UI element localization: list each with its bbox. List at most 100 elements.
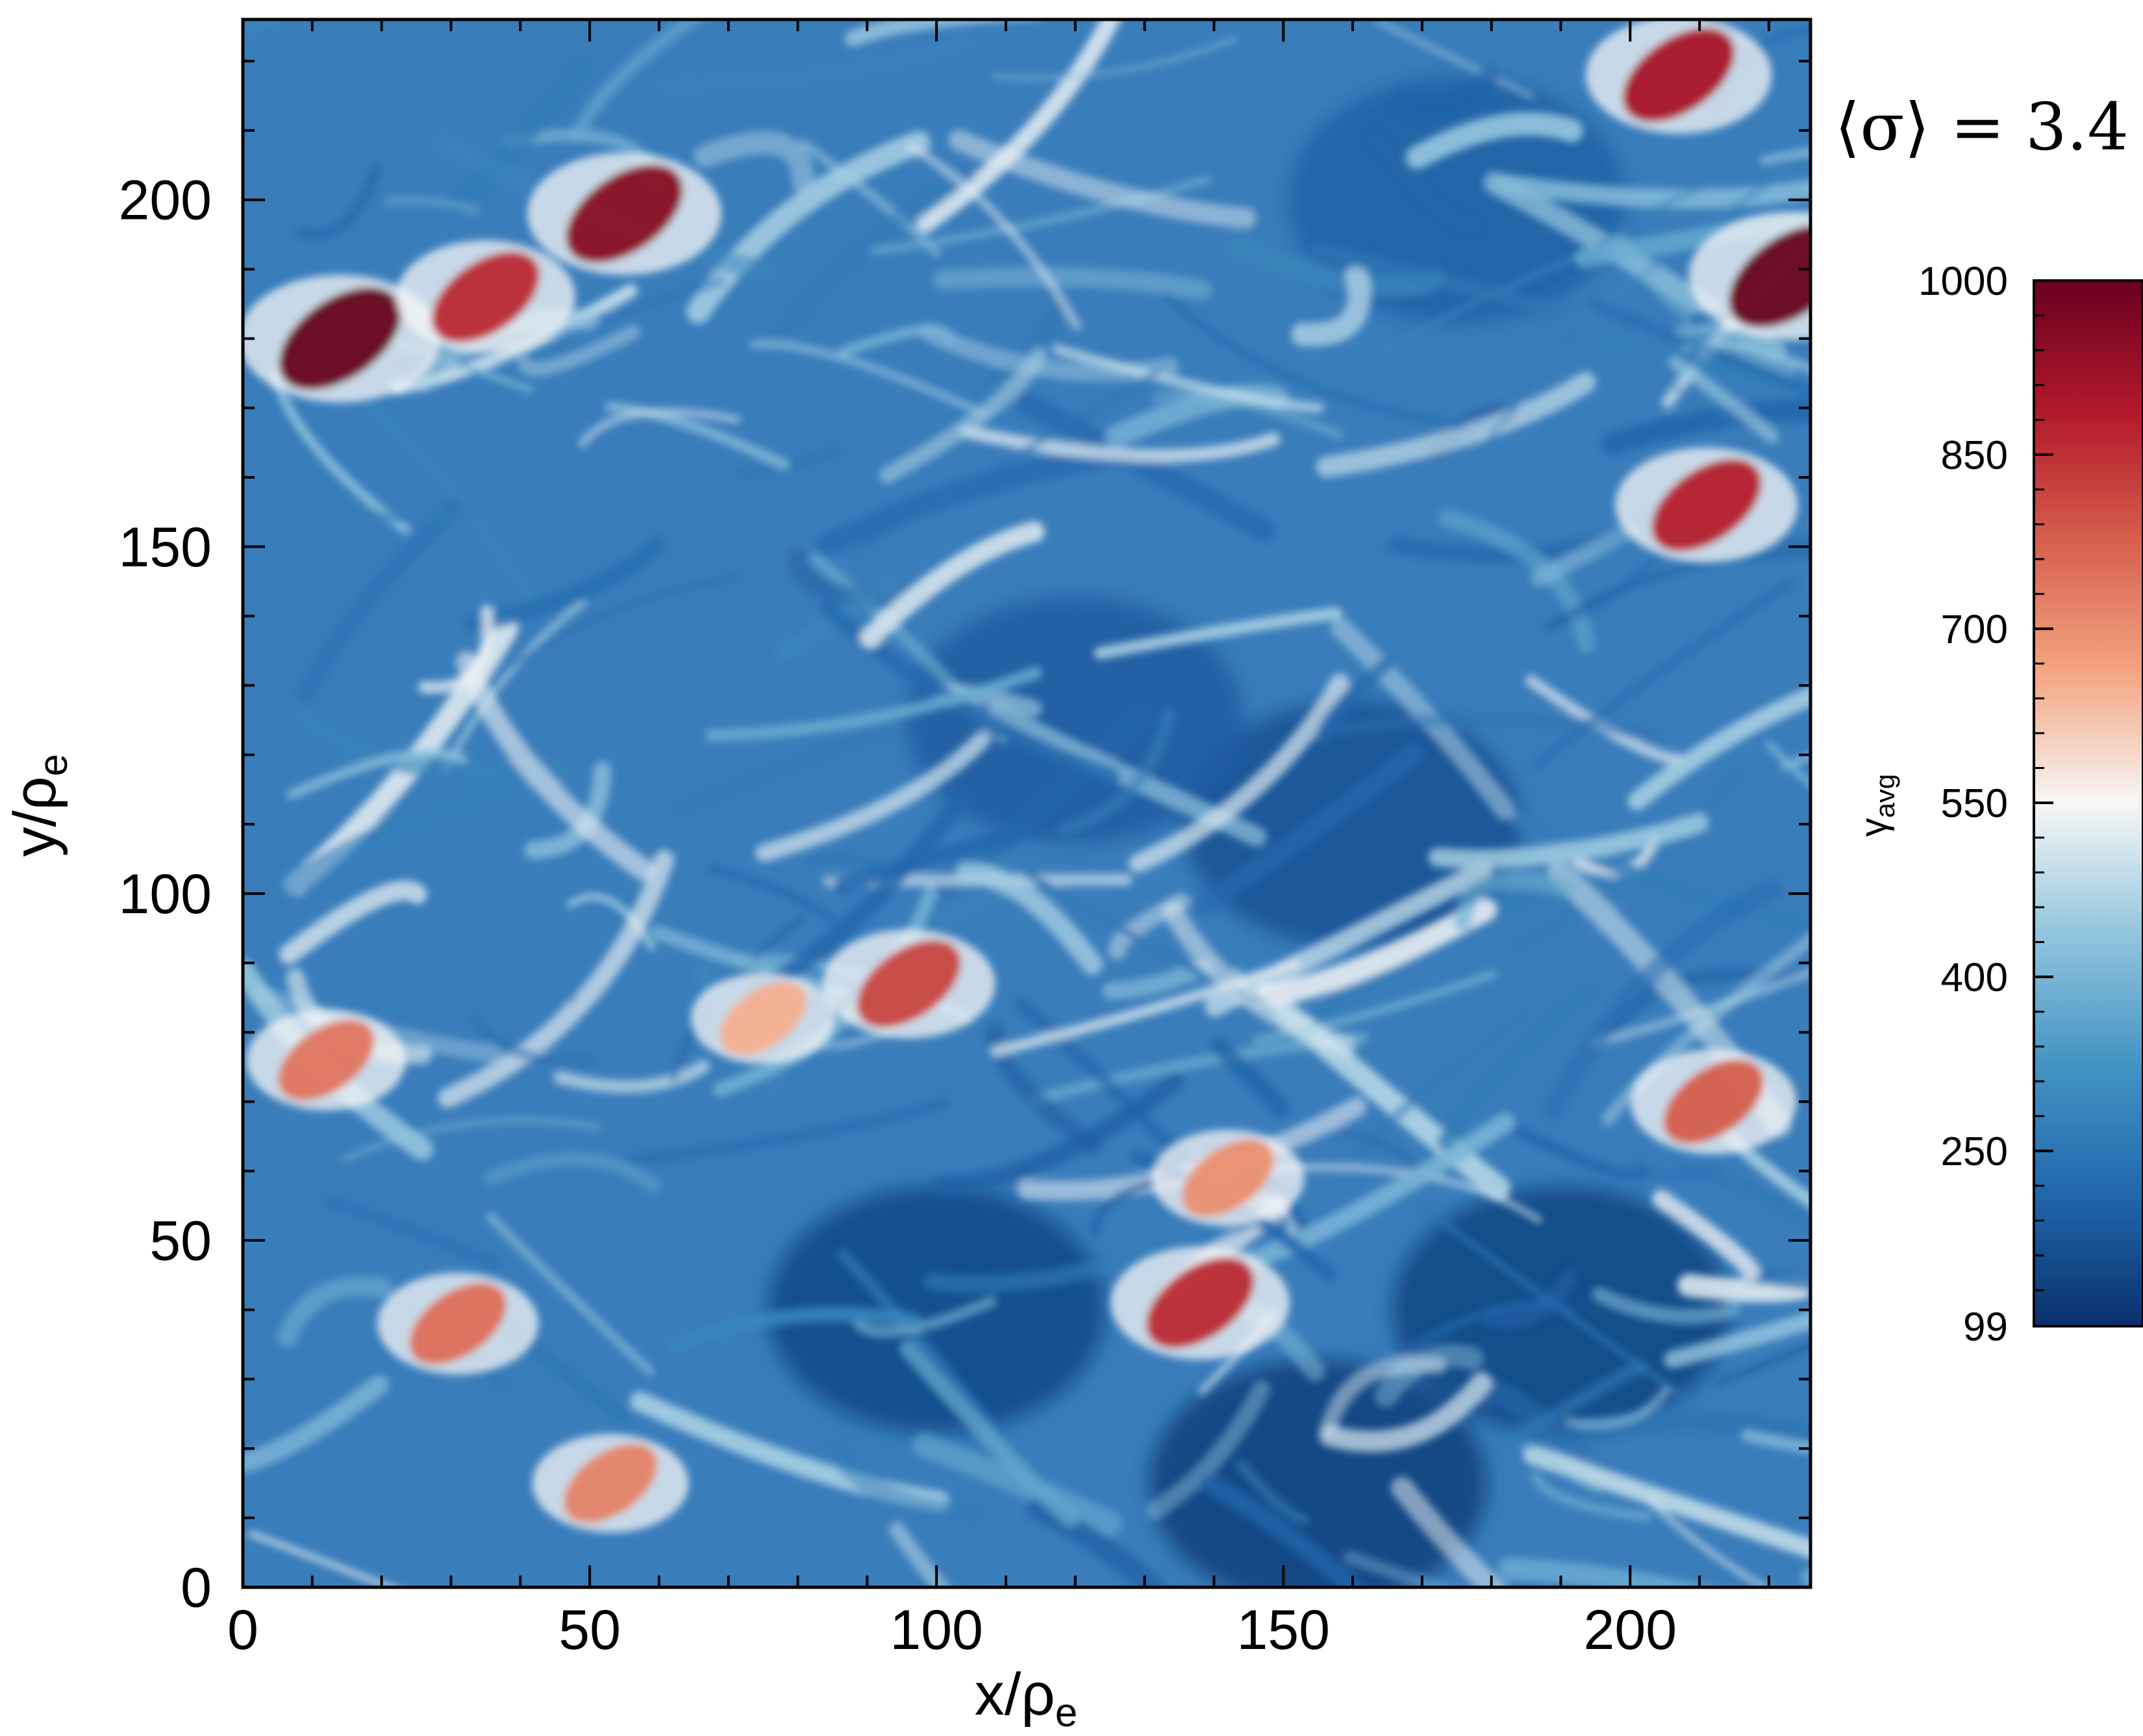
filament-streak [342, 1116, 601, 1162]
filament-streak [349, 491, 538, 524]
filament-streak [1320, 712, 1666, 745]
filament-streak [1592, 1287, 1741, 1324]
filament-streak [455, 651, 655, 881]
filament-streak [1129, 673, 1349, 873]
filament-streak [1677, 1274, 1811, 1303]
filament-streak [1253, 970, 1498, 1044]
filament-streak [1238, 1113, 1515, 1272]
hotspot [563, 1443, 658, 1523]
filament-streak [1438, 509, 1596, 653]
y-tick-label: 200 [119, 170, 212, 232]
filament-streak [853, 1296, 997, 1338]
filament-streak [1390, 1476, 1509, 1587]
filament-streak [1494, 173, 1811, 209]
colorbar-label-sub: avg [1870, 774, 1900, 818]
filament-streak [836, 1248, 1000, 1438]
colorbar-tick-label: 400 [1941, 955, 2008, 1000]
filament-streak [279, 880, 427, 964]
filament-streak [853, 368, 1161, 555]
filament-streak [1651, 1190, 1761, 1281]
y-axis-label-sub: e [31, 754, 76, 776]
filament-texture [243, 19, 1811, 1587]
filament-streak [933, 267, 1212, 300]
filament-streak [838, 324, 954, 357]
y-tick-label: 150 [119, 516, 212, 579]
filament-streak [470, 1014, 597, 1068]
filament-streak [705, 666, 1042, 742]
filament-streak [825, 1437, 984, 1524]
filament-streak [488, 574, 743, 683]
filament-streak [766, 162, 976, 355]
x-tick-label: 100 [890, 1599, 983, 1661]
hotspots [243, 19, 1811, 1533]
filament-streak [1316, 371, 1596, 478]
filament-streak [992, 36, 1238, 81]
filament-streak [912, 1433, 1123, 1536]
filament-streak [1311, 242, 1568, 320]
filament-streak [1452, 803, 1688, 1061]
filament-streak [605, 401, 789, 470]
filament-streak [248, 1531, 398, 1587]
filament-streak [1525, 675, 1685, 765]
filament-streak [1094, 607, 1342, 660]
heatmap [243, 19, 1811, 1587]
filament-streak [1436, 981, 1599, 1151]
filament-streak [1585, 155, 1811, 321]
filament-streak [948, 129, 1257, 229]
filament-streak [1713, 1341, 1811, 1387]
colorbar-tick-label: 700 [1941, 607, 2008, 652]
y-axis-label-main: y/ρ [2, 776, 68, 857]
filament-streak [444, 54, 595, 214]
filament-streak [1759, 147, 1811, 165]
filament-streak [1343, 1550, 1458, 1587]
filament-streak [441, 600, 586, 774]
hotspot [1146, 1257, 1255, 1349]
filament-streak [1765, 741, 1811, 788]
filament-streak [1532, 577, 1796, 770]
filament-streak [1542, 879, 1784, 1120]
y-tick-label: 100 [119, 863, 212, 925]
filament-streak [1668, 356, 1779, 444]
filament-streak [990, 958, 1301, 1057]
filament-streak [277, 1276, 394, 1348]
filament-streak [671, 723, 896, 818]
filament-streak [657, 33, 974, 94]
filament-streak [1590, 967, 1811, 1048]
colorbar-tick-label: 1000 [1918, 259, 2008, 304]
filament-streak [1540, 551, 1661, 632]
colorbar-tick-labels: 99 250 400 550 700 850 1000 [1918, 259, 2008, 1350]
filament-streak [755, 731, 991, 862]
filament-streak [384, 196, 481, 216]
filament-streak [1052, 344, 1324, 413]
filament-streak [1588, 299, 1811, 399]
filament-streak [293, 707, 571, 785]
y-tick-label: 0 [181, 1557, 212, 1619]
filament-streak [1162, 901, 1357, 1057]
filament-streak [1627, 686, 1811, 811]
filament-streak [1396, 67, 1499, 121]
hotspot [1651, 459, 1762, 552]
filament-streak [775, 580, 899, 662]
filament-streak [1523, 1445, 1811, 1559]
filament-streak [907, 142, 1081, 331]
cold-region [1149, 1359, 1487, 1587]
cold-region [768, 1186, 1106, 1433]
filament-streak [984, 1022, 1103, 1155]
mean-sigma-annotation: ⟨σ⟩ = 3.4 [1835, 89, 2129, 165]
filament-streak [1318, 244, 1607, 396]
filament-streak [923, 1213, 1257, 1293]
filament-streak [1664, 1311, 1811, 1368]
filament-streak [1800, 1567, 1811, 1587]
filament-streak [1339, 1005, 1531, 1175]
filament-streak [1643, 366, 1811, 477]
filament-streak [295, 498, 464, 704]
filament-streak [959, 425, 1281, 463]
filament-streak [1379, 311, 1585, 556]
x-tick-label: 150 [1236, 1599, 1330, 1661]
filament-streak [1145, 1379, 1271, 1520]
hotspot [1181, 1138, 1274, 1217]
filament-streak [1396, 1300, 1573, 1357]
filament-streak [569, 19, 705, 144]
filament-streak [1370, 132, 1480, 231]
filament-streak [1248, 898, 1496, 1009]
